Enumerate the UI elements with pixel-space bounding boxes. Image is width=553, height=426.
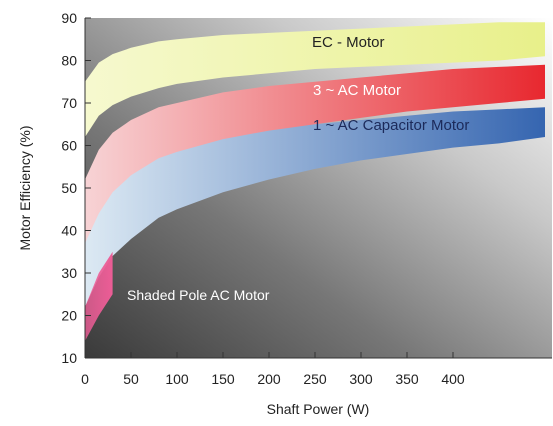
y-tick-label: 60 [61,138,77,154]
x-tick-label: 250 [303,371,327,387]
series-label-shaded-pole-ac-motor: Shaded Pole AC Motor [127,287,270,303]
y-tick-label: 20 [61,308,77,324]
y-tick-label: 10 [61,350,77,366]
y-tick-label: 30 [61,265,77,281]
y-tick-label: 40 [61,223,77,239]
x-tick-label: 350 [395,371,419,387]
x-tick-label: 400 [441,371,465,387]
band-3-ac-motor [85,64,545,252]
y-axis-label: Motor Efficiency (%) [17,126,33,251]
band-1-ac-capacitor-motor [85,107,545,307]
y-tick-label: 70 [61,95,77,111]
x-tick-label: 50 [123,371,139,387]
series-label-3-ac-motor: 3 ~ AC Motor [313,82,401,99]
axes: 10 20 30 40 50 60 70 80 90 0 50 100 150 200 250 300 350 4… [61,10,552,387]
x-tick-label: 150 [211,371,235,387]
x-tick-label: 200 [257,371,281,387]
band-ec-motor [85,22,545,137]
series-label-1-ac-capacitor-motor: 1 ~ AC Capacitor Motor [313,117,469,134]
y-tick-label: 50 [61,180,77,196]
y-tick-label: 80 [61,53,77,69]
x-tick-label: 100 [165,371,189,387]
series-bands [85,22,545,341]
x-axis-label: Shaft Power (W) [267,401,370,417]
labels: EC - Motor 3 ~ AC Motor 1 ~ AC Capacitor M… [127,34,469,303]
x-tick-label: 0 [81,371,89,387]
x-tick-label: 300 [349,371,373,387]
series-label-ec-motor: EC - Motor [312,34,385,51]
band-shaded-pole-ac-motor [85,251,113,341]
y-tick-label: 90 [61,10,77,26]
